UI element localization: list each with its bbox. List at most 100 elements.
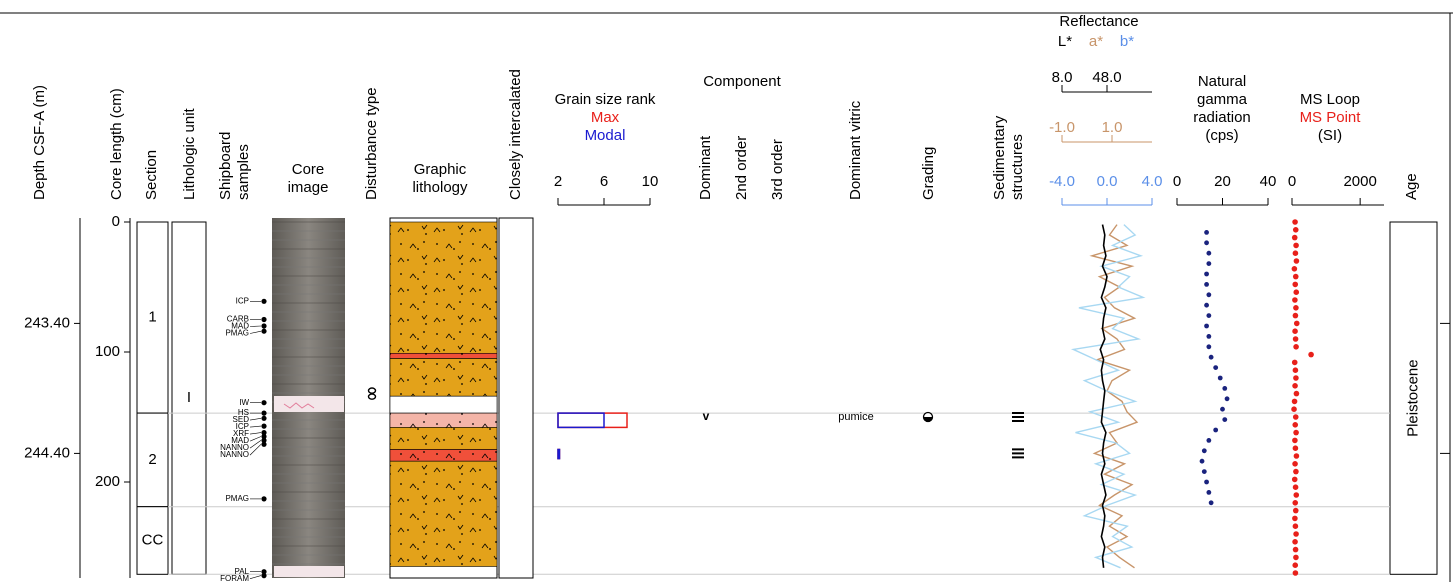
ms-point [1293, 554, 1299, 561]
sample-label: PMAG [225, 494, 249, 503]
sample-leader [249, 432, 262, 435]
ms-point [1293, 453, 1300, 459]
sample-leader [249, 418, 262, 421]
ms-point [1292, 414, 1299, 420]
interval-box [136, 412, 169, 508]
ngr-point [1224, 396, 1230, 402]
ruler-label: 1.0 [1102, 119, 1123, 136]
lithology-pattern [390, 353, 497, 359]
lithology-pattern [390, 461, 497, 567]
ngr-point [1220, 406, 1225, 412]
ngr-point [1206, 344, 1212, 350]
sample-label: PAL [234, 567, 249, 576]
ms-point [1293, 468, 1299, 475]
interval-label: Pleistocene [1404, 359, 1421, 437]
ruler-label: 0 [1173, 173, 1181, 190]
sample-dot [261, 569, 267, 575]
ngr-point [1213, 427, 1219, 433]
ms-point [1292, 461, 1298, 467]
column-header: 3rd order [769, 139, 786, 200]
column-header: 2nd order [733, 136, 750, 200]
lithology-interval [389, 395, 498, 414]
ngr-point [1206, 438, 1212, 443]
column-header: Disturbance type [363, 87, 380, 200]
ruler-label: 40 [1260, 173, 1277, 190]
interval-box [136, 221, 169, 414]
core-length-label: 0 [112, 213, 120, 230]
ms-point [1293, 258, 1300, 264]
ms-point [1292, 250, 1299, 256]
ngr-point [1204, 302, 1209, 308]
ruler-label: -4.0 [1049, 173, 1075, 190]
sample-dot [261, 433, 267, 440]
lithology-pattern [390, 358, 497, 397]
column-header: Dominant [697, 135, 714, 200]
ms-point [1291, 476, 1298, 483]
depth-label: 244.40 [24, 444, 70, 461]
interval-label: CC [142, 531, 164, 548]
ngr-point [1206, 313, 1212, 318]
ms-point [1292, 523, 1299, 529]
ms-point [1292, 515, 1298, 522]
ruler-label: 20 [1214, 173, 1231, 190]
column-header: image [288, 179, 329, 196]
ruler-label: 10 [642, 173, 659, 190]
sample-label: CARB [227, 315, 249, 324]
disturbance-symbol [367, 393, 377, 400]
ngr-point [1204, 240, 1209, 246]
column-header: structures [1009, 134, 1026, 200]
ngr-point [1222, 417, 1228, 422]
sample-dot [261, 316, 267, 323]
column-header: b* [1120, 33, 1134, 50]
column-header: Max [591, 109, 620, 126]
core-gap [274, 566, 344, 577]
column-header: Age [1403, 173, 1420, 200]
ms-point [1291, 406, 1297, 413]
column-header: Component [703, 73, 781, 90]
ms-point [1291, 398, 1298, 405]
column-header: Modal [585, 127, 626, 144]
column-header: Grading [920, 147, 937, 200]
ms-point [1292, 562, 1299, 568]
structure-symbol [1012, 448, 1024, 459]
reflectance-curve [1089, 224, 1139, 569]
ms-point [1292, 273, 1299, 280]
column-header: gamma [1197, 91, 1248, 108]
sample-leader [249, 330, 262, 334]
ngr-point [1204, 230, 1209, 235]
ngr-point [1204, 479, 1209, 485]
ruler-label: 4.0 [1142, 173, 1163, 190]
sample-dot [261, 423, 267, 429]
interval-box [136, 506, 169, 575]
ms-point [1293, 242, 1299, 249]
sample-dot [261, 441, 267, 447]
lithology-pattern [390, 449, 497, 462]
ngr-point [1206, 490, 1212, 495]
ngr-point [1222, 386, 1228, 391]
ngr-point [1208, 354, 1214, 360]
disturbance-symbol [367, 387, 377, 394]
column-header: Reflectance [1059, 13, 1138, 30]
ms-point [1293, 492, 1300, 498]
grading-symbol [923, 417, 933, 422]
sample-dot [261, 415, 267, 421]
ngr-point [1206, 334, 1212, 339]
ms-point [1292, 281, 1299, 288]
column-header: lithology [412, 179, 468, 196]
sample-leader [249, 575, 262, 579]
sample-leader [249, 325, 262, 327]
ms-point [1292, 312, 1299, 319]
ruler-label: 8.0 [1052, 69, 1073, 86]
sample-leader [249, 444, 262, 456]
ms-point [1292, 297, 1298, 303]
interval-box [171, 221, 207, 575]
ms-point [1292, 484, 1299, 491]
core-length-label: 200 [95, 473, 120, 490]
ms-point [1292, 500, 1299, 506]
ms-point [1308, 351, 1314, 358]
ngr-point [1206, 250, 1212, 256]
column-header: MS Loop [1300, 91, 1360, 108]
grain-size-modal [557, 448, 561, 460]
ms-point [1292, 539, 1298, 545]
